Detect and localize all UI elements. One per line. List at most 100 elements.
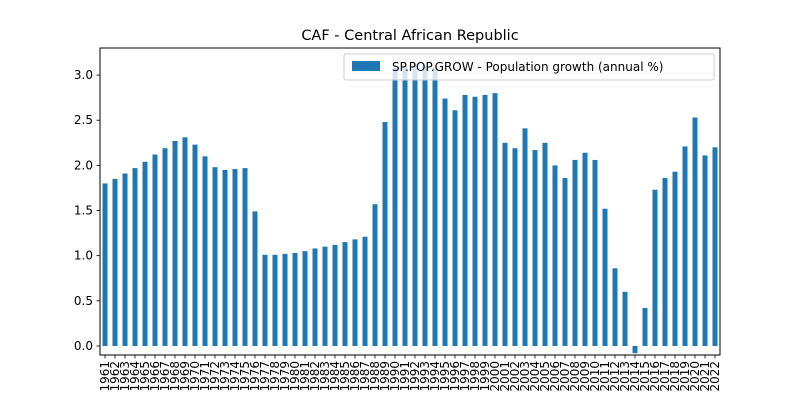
x-tick-label-1981: 1981 xyxy=(298,361,312,392)
x-tick-label-1982: 1982 xyxy=(308,361,322,392)
x-tick-label-1976: 1976 xyxy=(248,361,262,392)
y-tick-label-2.0: 2.0 xyxy=(74,158,93,172)
x-tick-label-1988: 1988 xyxy=(368,361,382,392)
bar-1961 xyxy=(102,183,108,346)
x-tick-label-1998: 1998 xyxy=(468,361,482,392)
bar-1993 xyxy=(422,65,428,346)
bar-1965 xyxy=(142,161,148,346)
bar-2022 xyxy=(712,147,718,346)
x-tick-label-1992: 1992 xyxy=(408,361,422,392)
y-tick-label-0.0: 0.0 xyxy=(74,339,93,353)
x-tick-label-1996: 1996 xyxy=(448,361,462,392)
x-tick-label-1986: 1986 xyxy=(348,361,362,392)
bars-group xyxy=(102,64,718,354)
bar-1971 xyxy=(202,156,208,346)
x-tick-label-2001: 2001 xyxy=(498,361,512,392)
bar-2008 xyxy=(572,159,578,346)
x-tick-label-2012: 2012 xyxy=(608,361,622,392)
x-tick-label-2010: 2010 xyxy=(588,361,602,392)
bar-2005 xyxy=(542,142,548,346)
bar-2010 xyxy=(592,159,598,346)
bar-1978 xyxy=(272,254,278,346)
bar-2014 xyxy=(632,345,638,354)
y-tick-label-1.5: 1.5 xyxy=(74,204,93,218)
bar-1996 xyxy=(452,110,458,346)
bar-2002 xyxy=(512,148,518,346)
x-tick-label-1964: 1964 xyxy=(128,361,142,392)
x-tick-label-2014: 2014 xyxy=(628,361,642,392)
bar-1972 xyxy=(212,167,218,346)
bar-1981 xyxy=(302,251,308,346)
bar-2013 xyxy=(622,291,628,346)
x-tick-label-2008: 2008 xyxy=(568,361,582,392)
x-tick-label-1965: 1965 xyxy=(138,361,152,392)
x-tick-label-1989: 1989 xyxy=(378,361,392,392)
bar-1991 xyxy=(402,66,408,346)
bar-1989 xyxy=(382,122,388,346)
x-tick-label-1969: 1969 xyxy=(178,361,192,392)
x-tick-label-1973: 1973 xyxy=(218,361,232,392)
bar-2016 xyxy=(652,189,658,346)
x-tick-label-1987: 1987 xyxy=(358,361,372,392)
bar-1970 xyxy=(192,144,198,346)
x-tick-label-2009: 2009 xyxy=(578,361,592,392)
bar-1987 xyxy=(362,236,368,346)
x-tick-label-1995: 1995 xyxy=(438,361,452,392)
x-tick-label-1997: 1997 xyxy=(458,361,472,392)
x-tick-label-1977: 1977 xyxy=(258,361,272,392)
x-tick-label-2002: 2002 xyxy=(508,361,522,392)
x-tick-label-1971: 1971 xyxy=(198,361,212,392)
bar-1964 xyxy=(132,168,138,346)
x-tick-label-1985: 1985 xyxy=(338,361,352,392)
x-tick-label-1961: 1961 xyxy=(98,361,112,392)
bar-1977 xyxy=(262,254,268,346)
bar-1975 xyxy=(242,168,248,346)
x-tick-label-1983: 1983 xyxy=(318,361,332,392)
x-tick-label-2006: 2006 xyxy=(548,361,562,392)
bar-2011 xyxy=(602,208,608,346)
x-tick-label-2017: 2017 xyxy=(658,361,672,392)
bar-2021 xyxy=(702,155,708,346)
bar-1995 xyxy=(442,98,448,346)
chart-title: CAF - Central African Republic xyxy=(301,28,518,44)
bar-1980 xyxy=(292,252,298,346)
bar-1994 xyxy=(432,67,438,346)
plot-frame xyxy=(99,47,721,356)
x-tick-label-1972: 1972 xyxy=(208,361,222,392)
bar-1988 xyxy=(372,204,378,346)
x-tick-label-1962: 1962 xyxy=(108,361,122,392)
bar-1973 xyxy=(222,169,228,346)
y-tick-label-2.5: 2.5 xyxy=(74,113,93,127)
bar-1974 xyxy=(232,168,238,346)
x-tick-label-1993: 1993 xyxy=(418,361,432,392)
x-tick-label-2005: 2005 xyxy=(538,361,552,392)
x-tick-label-2018: 2018 xyxy=(668,361,682,392)
bar-1963 xyxy=(122,173,128,346)
bar-1998 xyxy=(472,96,478,346)
x-tick-label-1980: 1980 xyxy=(288,361,302,392)
x-axis: 1961196219631964196519661967196819691970… xyxy=(98,355,722,392)
bar-2003 xyxy=(522,128,528,346)
bar-1962 xyxy=(112,178,118,346)
x-tick-label-1984: 1984 xyxy=(328,361,342,392)
x-tick-label-1979: 1979 xyxy=(278,361,292,392)
bar-2004 xyxy=(532,150,538,346)
bar-1969 xyxy=(182,137,188,346)
bar-1997 xyxy=(462,94,468,346)
x-tick-label-1966: 1966 xyxy=(148,361,162,392)
bar-1967 xyxy=(162,148,168,346)
bar-2007 xyxy=(562,178,568,346)
bar-1966 xyxy=(152,154,158,346)
y-tick-label-1.0: 1.0 xyxy=(74,249,93,263)
bar-1985 xyxy=(342,242,348,346)
bar-2018 xyxy=(672,171,678,346)
bar-2012 xyxy=(612,268,618,346)
x-tick-label-2007: 2007 xyxy=(558,361,572,392)
bar-2009 xyxy=(582,152,588,346)
bar-2017 xyxy=(662,178,668,346)
x-tick-label-2000: 2000 xyxy=(488,361,502,392)
x-tick-label-2020: 2020 xyxy=(688,361,702,392)
bar-2019 xyxy=(682,146,688,346)
bar-1976 xyxy=(252,211,258,346)
x-tick-label-1967: 1967 xyxy=(158,361,172,392)
